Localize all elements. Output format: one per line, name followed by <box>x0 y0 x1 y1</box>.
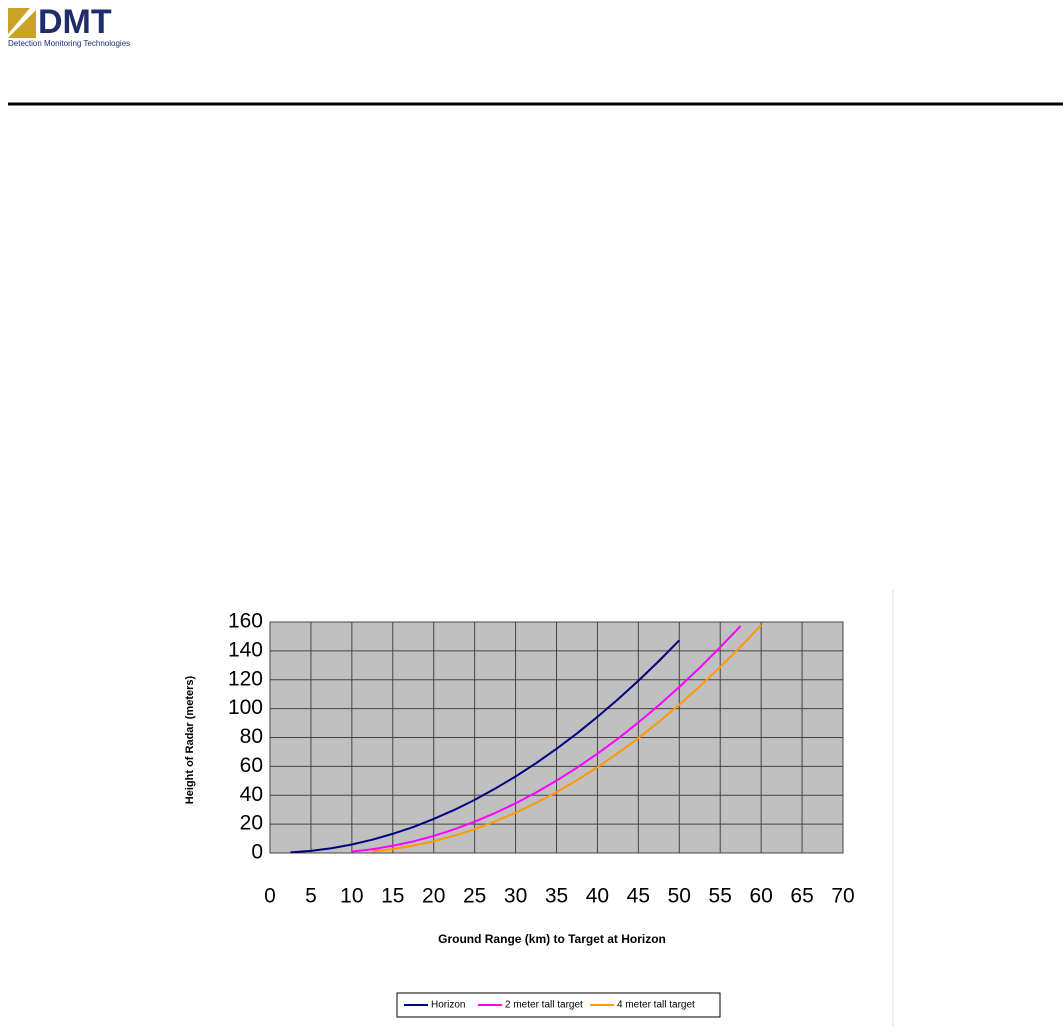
x-tick-label: 50 <box>668 885 691 908</box>
y-tick-label: 0 <box>251 841 263 864</box>
logo-mark <box>8 8 30 34</box>
x-tick-label: 35 <box>545 885 568 908</box>
x-tick-label: 65 <box>790 885 813 908</box>
y-tick-label: 20 <box>240 812 263 835</box>
y-tick-label: 80 <box>240 725 263 748</box>
y-axis-label: Height of Radar (meters) <box>184 675 196 804</box>
legend-label: 4 meter tall target <box>617 1000 695 1011</box>
x-tick-label: 55 <box>709 885 732 908</box>
legend-box <box>396 992 721 1018</box>
x-tick-label: 60 <box>749 885 772 908</box>
x-axis-label: Ground Range (km) to Target at Horizon <box>438 932 666 946</box>
y-tick-label: 120 <box>228 667 263 690</box>
y-tick-label: 140 <box>228 638 263 661</box>
logo-text: DMT <box>38 3 112 41</box>
data-line <box>351 625 742 853</box>
y-tick-label: 160 <box>228 610 263 633</box>
x-tick-label: 70 <box>831 885 854 908</box>
logo-mark <box>8 10 36 38</box>
x-tick-label: 20 <box>422 885 445 908</box>
x-tick-label: 40 <box>586 885 609 908</box>
data-line <box>372 624 762 853</box>
y-tick-label: 100 <box>228 696 263 719</box>
y-tick-label: 40 <box>240 783 263 806</box>
x-tick-label: 25 <box>463 885 486 908</box>
x-tick-label: 45 <box>627 885 650 908</box>
data-line <box>290 639 680 854</box>
logo-subtitle: Detection Monitoring Technologies <box>8 39 130 48</box>
y-tick-label: 60 <box>240 754 263 777</box>
x-tick-label: 0 <box>264 885 276 908</box>
legend-label: Horizon <box>431 1000 465 1011</box>
legend-label: 2 meter tall target <box>505 1000 583 1011</box>
plot-border <box>269 621 844 854</box>
x-tick-label: 30 <box>504 885 527 908</box>
x-tick-label: 10 <box>340 885 363 908</box>
x-tick-label: 5 <box>305 885 317 908</box>
x-tick-label: 15 <box>381 885 404 908</box>
